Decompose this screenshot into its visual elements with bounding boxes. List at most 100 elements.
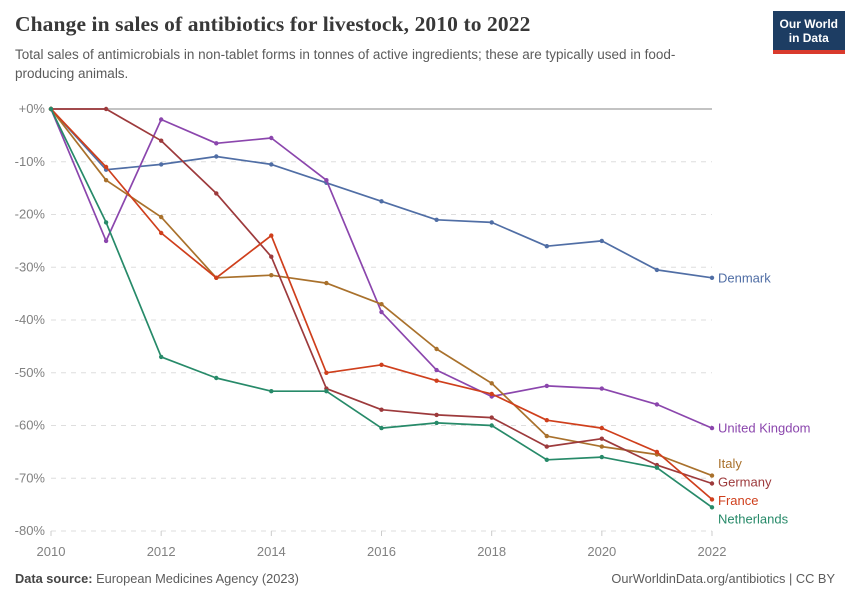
data-point-united-kingdom[interactable] <box>544 383 549 389</box>
data-point-italy[interactable] <box>379 302 384 307</box>
data-point-france[interactable] <box>599 425 604 431</box>
x-axis-tick-label: 2012 <box>147 544 176 559</box>
data-point-netherlands[interactable] <box>654 465 660 470</box>
owid-logo-line2: in Data <box>788 31 829 46</box>
series-line-united-kingdom[interactable] <box>50 108 713 429</box>
data-point-united-kingdom[interactable] <box>214 141 219 146</box>
y-axis-tick-label: +0% <box>19 101 46 116</box>
data-point-denmark[interactable] <box>434 217 439 222</box>
chart-footer: Data source: European Medicines Agency (… <box>15 571 835 586</box>
data-point-netherlands[interactable] <box>159 354 164 360</box>
data-point-france[interactable] <box>544 418 549 423</box>
data-point-united-kingdom[interactable] <box>654 402 660 407</box>
footer-attribution: OurWorldinData.org/antibiotics | CC BY <box>611 571 835 586</box>
chart-header: Change in sales of antibiotics for lives… <box>15 12 765 83</box>
y-axis-tick-label: -60% <box>15 418 46 433</box>
data-point-italy[interactable] <box>103 178 109 183</box>
data-point-denmark[interactable] <box>214 154 219 159</box>
data-point-france[interactable] <box>489 391 494 397</box>
series-label-france[interactable]: France <box>718 493 758 508</box>
data-point-germany[interactable] <box>544 444 549 449</box>
x-axis-tick-label: 2016 <box>367 544 396 559</box>
series-label-denmark[interactable]: Denmark <box>718 270 771 285</box>
data-source-label: Data source: <box>15 571 93 586</box>
series-label-italy[interactable]: Italy <box>718 456 742 471</box>
data-point-netherlands[interactable] <box>103 220 109 225</box>
data-point-france[interactable] <box>103 164 109 170</box>
data-point-italy[interactable] <box>159 214 164 220</box>
data-point-united-kingdom[interactable] <box>103 238 109 244</box>
data-point-netherlands[interactable] <box>489 423 494 428</box>
data-point-france[interactable] <box>214 275 219 280</box>
y-axis-tick-label: -80% <box>15 523 46 538</box>
data-point-france[interactable] <box>434 378 439 383</box>
y-axis-tick-label: -50% <box>15 365 46 380</box>
data-point-italy[interactable] <box>489 381 494 386</box>
data-point-united-kingdom[interactable] <box>709 425 715 431</box>
series-label-netherlands[interactable]: Netherlands <box>718 512 789 527</box>
data-point-france[interactable] <box>709 497 715 502</box>
page-title: Change in sales of antibiotics for lives… <box>15 12 531 36</box>
page-subtitle: Total sales of antimicrobials in non-tab… <box>15 47 676 82</box>
data-point-denmark[interactable] <box>489 220 494 225</box>
data-point-germany[interactable] <box>159 138 164 143</box>
data-point-germany[interactable] <box>103 106 109 112</box>
data-point-denmark[interactable] <box>654 267 660 273</box>
y-axis-tick-label: -30% <box>15 259 46 274</box>
data-source-text: European Medicines Agency (2023) <box>92 571 299 586</box>
data-point-germany[interactable] <box>709 481 715 486</box>
data-point-denmark[interactable] <box>379 199 384 204</box>
data-point-italy[interactable] <box>599 444 604 449</box>
data-point-italy[interactable] <box>324 280 329 286</box>
data-point-germany[interactable] <box>269 254 274 259</box>
data-source: Data source: European Medicines Agency (… <box>15 571 299 586</box>
data-point-netherlands[interactable] <box>709 505 715 510</box>
data-point-netherlands[interactable] <box>379 425 384 431</box>
data-point-netherlands[interactable] <box>599 454 604 460</box>
data-point-italy[interactable] <box>709 473 715 478</box>
data-point-denmark[interactable] <box>599 238 604 244</box>
x-axis-tick-label: 2018 <box>477 544 506 559</box>
data-point-united-kingdom[interactable] <box>269 135 274 141</box>
y-axis-tick-label: -70% <box>15 470 46 485</box>
data-point-germany[interactable] <box>434 412 439 418</box>
y-axis-tick-label: -20% <box>15 207 46 222</box>
data-point-germany[interactable] <box>214 191 219 196</box>
y-axis-tick-label: -40% <box>15 312 46 327</box>
data-point-france[interactable] <box>269 233 274 238</box>
series-label-united-kingdom[interactable]: United Kingdom <box>718 421 811 436</box>
y-axis-tick-label: -10% <box>15 154 46 169</box>
data-point-united-kingdom[interactable] <box>324 178 329 183</box>
data-point-france[interactable] <box>654 449 660 455</box>
data-point-france[interactable] <box>324 370 329 375</box>
data-point-germany[interactable] <box>599 436 604 441</box>
data-point-united-kingdom[interactable] <box>379 309 384 315</box>
data-point-united-kingdom[interactable] <box>599 386 604 391</box>
owid-logo[interactable]: Our World in Data <box>772 11 845 55</box>
data-point-netherlands[interactable] <box>269 389 274 394</box>
data-point-netherlands[interactable] <box>544 457 549 462</box>
data-point-netherlands[interactable] <box>324 389 329 394</box>
data-point-netherlands[interactable] <box>434 420 439 426</box>
data-point-italy[interactable] <box>269 273 274 278</box>
data-point-united-kingdom[interactable] <box>434 367 439 373</box>
data-point-france[interactable] <box>379 362 384 367</box>
data-point-denmark[interactable] <box>159 162 164 167</box>
data-point-france[interactable] <box>159 230 164 236</box>
x-axis-tick-label: 2014 <box>257 544 286 559</box>
x-axis-tick-label: 2020 <box>587 544 616 559</box>
data-point-denmark[interactable] <box>269 162 274 167</box>
data-point-denmark[interactable] <box>544 244 549 249</box>
data-point-germany[interactable] <box>379 407 384 412</box>
data-point-netherlands[interactable] <box>48 106 54 112</box>
data-point-united-kingdom[interactable] <box>159 117 164 122</box>
data-point-italy[interactable] <box>544 433 549 439</box>
data-point-netherlands[interactable] <box>214 375 219 381</box>
owid-logo-line1: Our World <box>779 17 838 31</box>
series-line-italy[interactable] <box>50 108 713 477</box>
data-point-germany[interactable] <box>489 415 494 420</box>
data-point-denmark[interactable] <box>709 275 715 280</box>
series-label-germany[interactable]: Germany <box>718 475 772 490</box>
data-point-italy[interactable] <box>434 346 439 352</box>
